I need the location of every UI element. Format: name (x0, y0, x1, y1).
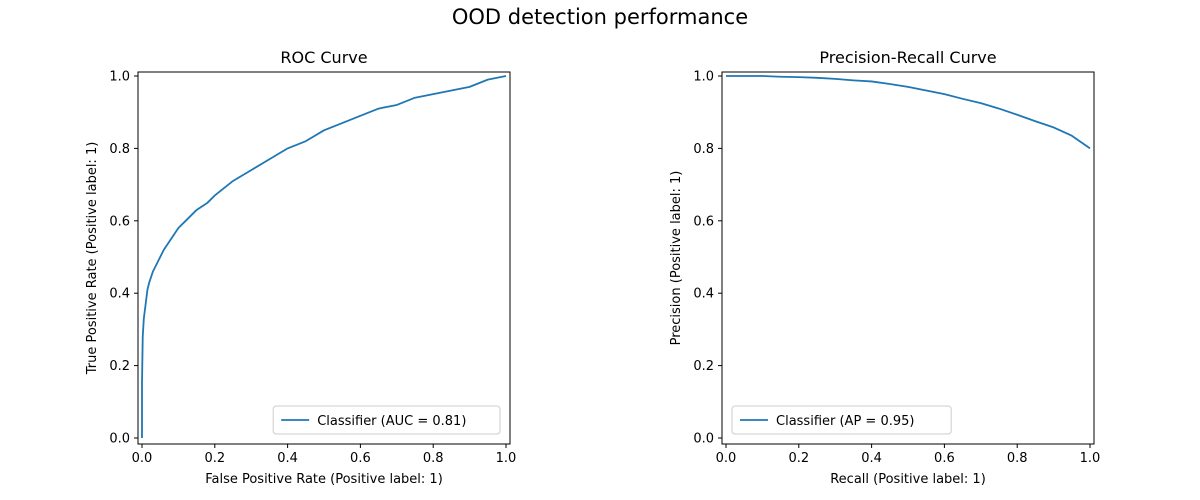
pr-xtick-label: 0.2 (788, 451, 809, 466)
pr-axes-frame (721, 71, 1095, 445)
pr-xtick-label: 1.0 (1080, 451, 1101, 466)
pr-ytick-label: 0.8 (693, 142, 714, 157)
pr-ytick-label: 0.2 (693, 359, 714, 374)
roc-ytick-label: 0.2 (109, 359, 130, 374)
pr-axes-title: Precision-Recall Curve (819, 48, 996, 67)
roc-xtick-label: 0.4 (277, 451, 298, 466)
pr-xtick-label: 0.8 (1007, 451, 1028, 466)
roc-axes-title: ROC Curve (280, 48, 367, 67)
roc-ytick-label: 1.0 (109, 70, 130, 85)
pr-xtick-label: 0.0 (716, 451, 737, 466)
figure-title: OOD detection performance (451, 5, 749, 29)
pr-ytick-label: 0.0 (693, 432, 714, 447)
pr-yaxis-label: Precision (Positive label: 1) (669, 171, 684, 346)
roc-xtick-label: 0.6 (350, 451, 371, 466)
roc-xtick-label: 0.8 (423, 451, 444, 466)
roc-legend-box (272, 405, 501, 435)
pr-legend-box (731, 405, 952, 435)
roc-legend-label: Classifier (AUC = 0.81) (317, 414, 466, 429)
roc-ytick-label: 0.8 (109, 142, 130, 157)
roc-xtick-label: 1.0 (496, 451, 517, 466)
pr-ytick-label: 0.6 (693, 214, 714, 229)
roc-ytick-label: 0.0 (109, 432, 130, 447)
roc-ytick-label: 0.6 (109, 214, 130, 229)
roc-axes-frame (137, 71, 511, 445)
pr-ytick-label: 1.0 (693, 70, 714, 85)
roc-xtick-label: 0.0 (132, 451, 153, 466)
roc-xaxis-label: False Positive Rate (Positive label: 1) (205, 472, 443, 487)
pr-legend-label: Classifier (AP = 0.95) (776, 414, 914, 429)
pr-xtick-label: 0.6 (934, 451, 955, 466)
pr-xaxis-label: Recall (Positive label: 1) (830, 472, 986, 487)
pr-series-line (726, 75, 1091, 150)
roc-xtick-label: 0.2 (204, 451, 225, 466)
roc-series-line (141, 75, 507, 438)
roc-ytick-label: 0.4 (109, 287, 130, 302)
pr-ytick-label: 0.4 (693, 287, 714, 302)
roc-yaxis-label: True Positive Rate (Positive label: 1) (85, 142, 100, 376)
pr-xtick-label: 0.4 (861, 451, 882, 466)
